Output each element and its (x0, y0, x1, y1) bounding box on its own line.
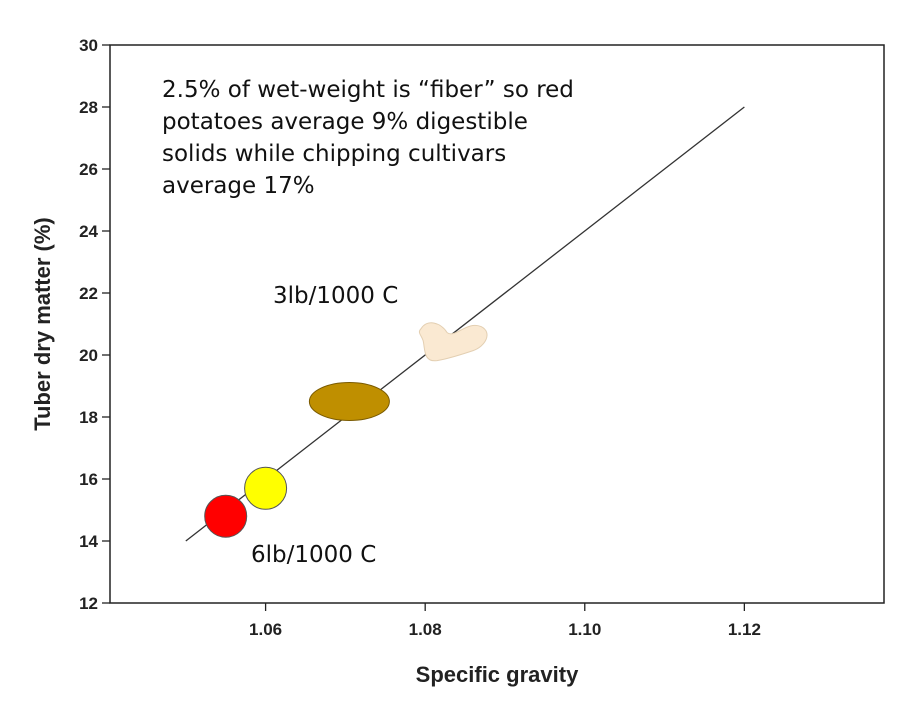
y-tick-label: 16 (79, 470, 98, 489)
y-tick-label: 28 (79, 98, 98, 117)
y-tick-label: 12 (79, 594, 98, 613)
y-axis-title: Tuber dry matter (%) (30, 217, 55, 431)
x-tick-label: 1.10 (568, 620, 601, 639)
x-axis: 1.06 1.08 1.10 1.12 (249, 603, 761, 639)
annotation-note-line-4: average 17% (162, 173, 315, 199)
annotation-note-line-3: solids while chipping cultivars (162, 141, 506, 167)
y-tick-label: 20 (79, 346, 98, 365)
y-tick-label: 24 (79, 222, 98, 241)
y-tick-label: 22 (79, 284, 98, 303)
annotation-note-line-2: potatoes average 9% digestible (162, 109, 528, 135)
yellow-potato-marker (244, 466, 288, 510)
y-tick-label: 18 (79, 408, 98, 427)
chipping-potato-marker (418, 322, 488, 362)
x-tick-label: 1.06 (249, 620, 282, 639)
x-tick-label: 1.08 (409, 620, 442, 639)
brown-potato-marker (308, 382, 390, 421)
x-tick-label: 1.12 (728, 620, 761, 639)
y-tick-label: 14 (79, 532, 98, 551)
red-potato-marker (204, 494, 248, 538)
trend-line (185, 106, 745, 542)
data-markers (204, 322, 488, 538)
y-axis: 12 14 16 18 20 22 24 26 28 30 (79, 36, 110, 613)
y-tick-label: 26 (79, 160, 98, 179)
x-axis-title: Specific gravity (416, 662, 579, 687)
annotation-note-line-1: 2.5% of wet-weight is “fiber” so red (162, 77, 574, 103)
lower-rate-label: 6lb/1000 C (251, 542, 376, 568)
upper-rate-label: 3lb/1000 C (273, 283, 398, 309)
y-tick-label: 30 (79, 36, 98, 55)
